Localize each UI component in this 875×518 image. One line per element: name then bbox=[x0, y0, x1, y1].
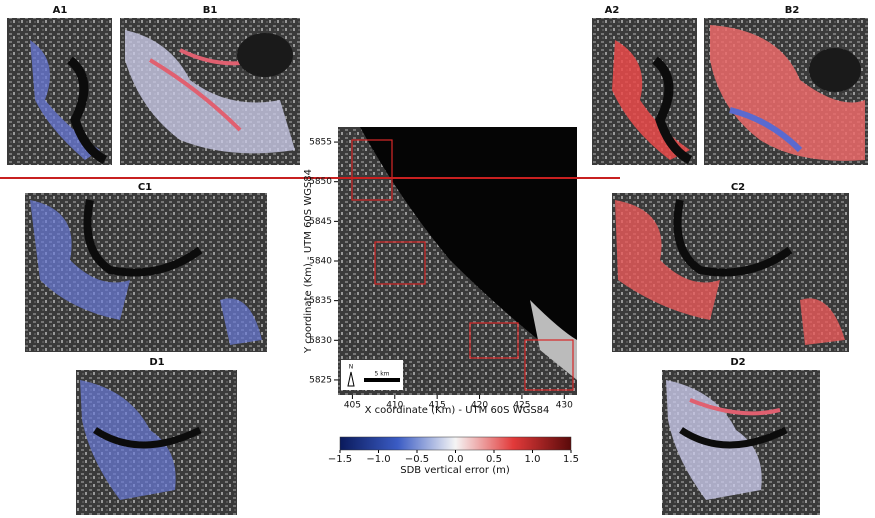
panel-label: D1 bbox=[149, 357, 164, 368]
scale-label: 5 km bbox=[374, 371, 389, 378]
image bbox=[592, 18, 697, 165]
y-tick-label: 5840 bbox=[309, 257, 332, 267]
x-tick-label: 410 bbox=[386, 401, 403, 411]
overview-map bbox=[338, 127, 577, 395]
colorbar-tick-label: 0.5 bbox=[486, 454, 502, 465]
colorbar-tick-label: 1.0 bbox=[525, 454, 541, 465]
y-tick-label: 5825 bbox=[309, 375, 332, 385]
x-tick-label: 405 bbox=[344, 401, 361, 411]
panel-label: C2 bbox=[731, 182, 745, 193]
colorbar-tick-label: 0.0 bbox=[448, 454, 464, 465]
x-tick-label: 425 bbox=[513, 401, 530, 411]
panel-label: A2 bbox=[605, 5, 620, 16]
x-tick-label: 415 bbox=[429, 401, 446, 411]
colorbar-tick-label: −0.5 bbox=[405, 454, 429, 465]
y-tick-label: 5845 bbox=[309, 217, 332, 227]
north-label: N bbox=[349, 364, 354, 371]
panel-label: C1 bbox=[138, 182, 152, 193]
y-tick-label: 5855 bbox=[309, 138, 332, 148]
x-tick-label: 420 bbox=[471, 401, 488, 411]
panel-label: D2 bbox=[730, 357, 745, 368]
lake bbox=[809, 48, 861, 92]
colorbar-tick-label: 1.5 bbox=[563, 454, 579, 465]
colorbar-tick-label: −1.5 bbox=[328, 454, 352, 465]
colorbar-tick-label: −1.0 bbox=[366, 454, 390, 465]
scale-bar bbox=[364, 378, 400, 382]
y-tick-label: 5830 bbox=[309, 336, 332, 346]
y-tick-label: 5850 bbox=[309, 177, 332, 187]
panel-label: A1 bbox=[53, 5, 68, 16]
colorbar-label: SDB vertical error (m) bbox=[400, 465, 510, 476]
lake bbox=[237, 33, 293, 77]
y-tick-label: 5835 bbox=[309, 296, 332, 306]
image bbox=[7, 18, 112, 165]
x-tick-label: 430 bbox=[556, 401, 573, 411]
panel-label: B1 bbox=[203, 5, 218, 16]
colorbar bbox=[340, 437, 571, 450]
figure: X coordinate (Km) - UTM 60S WGS84 Y coor… bbox=[0, 0, 875, 518]
panel-label: B2 bbox=[785, 5, 800, 16]
